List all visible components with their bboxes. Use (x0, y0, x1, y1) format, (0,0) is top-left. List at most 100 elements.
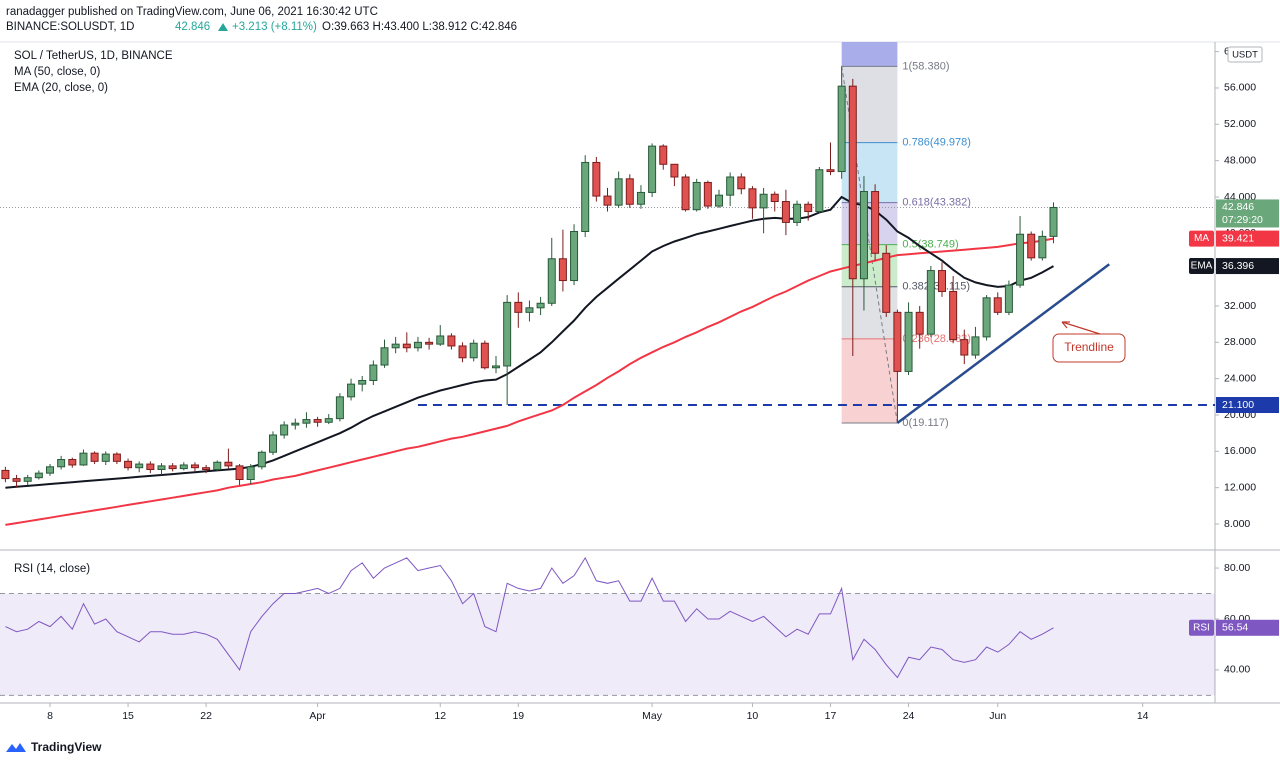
main-pane: 1(58.380) 0.786(49.978) 0.618(43.382) 0.5(3… (0, 42, 1215, 526)
change: +3.213 (+8.11%) (232, 21, 317, 33)
series-value-box (1216, 258, 1279, 275)
candle-body (1038, 235, 1047, 259)
candle-body (859, 191, 868, 280)
candle-body (23, 477, 32, 482)
legend-ma: MA (50, close, 0) (14, 66, 100, 78)
y-tick-label: 48.000 (1224, 154, 1256, 166)
candle-body (503, 301, 512, 367)
candle-body (469, 342, 478, 359)
annotation-box (1052, 333, 1126, 363)
candle-body (737, 176, 746, 190)
candle-body (1049, 206, 1058, 237)
candle-body (313, 419, 322, 423)
candle-body (402, 343, 411, 349)
x-tick-label: 12 (434, 710, 446, 722)
candle-body (882, 252, 891, 313)
candle-body (347, 383, 356, 398)
candle-body (648, 145, 657, 193)
x-tick-label: 8 (47, 710, 53, 722)
series-value-label: 39.421 (1222, 232, 1254, 244)
candle-body (603, 195, 612, 206)
y-tick-label: 24.000 (1224, 372, 1256, 384)
candle-body (514, 301, 523, 313)
logo-icon (6, 743, 26, 752)
candle-body (101, 453, 110, 462)
candle-body (993, 297, 1002, 313)
candle-body (547, 258, 556, 304)
candle-body (135, 463, 144, 469)
series-value-label: 36.396 (1222, 260, 1254, 272)
fib-label: 0.618(43.382) (902, 196, 971, 208)
candle-body (681, 176, 690, 211)
candle-body (413, 341, 422, 349)
rsi-value-label: 56.54 (1222, 622, 1248, 634)
candle-body (748, 188, 757, 209)
candle-body (837, 85, 846, 173)
fib-label: 0.382(34.115) (902, 281, 970, 293)
y-tick-label: 56.000 (1224, 82, 1256, 94)
rsi-tag: RSI (1193, 622, 1210, 633)
x-tick-label: 22 (200, 710, 212, 722)
y-tick-label: 52.000 (1224, 118, 1256, 130)
candle-body (692, 181, 701, 211)
x-tick-label: 17 (825, 710, 837, 722)
fib-label: 1(58.380) (902, 60, 949, 72)
rsi-band (0, 593, 1215, 696)
currency: USDT (1232, 50, 1258, 61)
candle-body (915, 311, 924, 335)
candle-body (614, 178, 623, 206)
fib-label: 0.786(49.978) (902, 137, 971, 149)
candle-body (280, 424, 289, 436)
candle-body (826, 169, 835, 173)
candle-body (570, 231, 579, 282)
candle-body (960, 339, 969, 356)
candle-body (592, 161, 601, 197)
candle-body (781, 201, 790, 223)
y-tick-label: 8.000 (1224, 518, 1250, 530)
candle-body (179, 464, 188, 470)
x-tick-label: 15 (122, 710, 134, 722)
candle-body (971, 336, 980, 356)
candle-body (124, 460, 133, 469)
y-tick-label: 32.000 (1224, 300, 1256, 312)
trendline (896, 263, 1110, 425)
candle-body (715, 194, 723, 207)
x-tick-label: 10 (747, 710, 759, 722)
y-tick-label: 80.00 (1224, 562, 1250, 574)
candle-body (670, 163, 679, 178)
candle-body (926, 270, 935, 335)
x-tick-label: May (642, 710, 663, 722)
candle-body (458, 345, 467, 359)
annotation-arrow (1061, 321, 1101, 335)
candle-body (770, 193, 779, 203)
candle-body (157, 465, 166, 471)
fib-label: 0(19.117) (902, 417, 948, 429)
fib-band (841, 338, 898, 424)
candle-body (804, 203, 813, 213)
rsi-tag-box (1189, 619, 1214, 636)
series-tag-box (1189, 258, 1214, 275)
candle-body (46, 466, 54, 474)
rsi-value-box (1216, 619, 1279, 636)
candle-body (425, 341, 434, 345)
candle-body (480, 342, 489, 369)
candle-body (848, 85, 857, 280)
y-tick-label: 16.000 (1224, 445, 1256, 457)
candle-body (558, 258, 567, 282)
candle-body (79, 452, 88, 466)
candle-body (625, 178, 634, 205)
candle-body (871, 191, 880, 254)
x-tick-label: Jun (989, 710, 1006, 722)
y-tick-label: 40.00 (1224, 664, 1250, 676)
candle-body (146, 463, 155, 471)
candle-body (202, 467, 211, 471)
footer-logo: TradingView (6, 740, 102, 754)
series-tag: MA (1194, 233, 1209, 244)
candle-body (90, 452, 99, 462)
candle-body (982, 297, 991, 338)
candle-body (938, 270, 946, 292)
candle-body (949, 290, 958, 341)
y-tick-label: 12.000 (1224, 481, 1256, 493)
candle-body (904, 311, 913, 372)
candle-body (112, 453, 121, 462)
